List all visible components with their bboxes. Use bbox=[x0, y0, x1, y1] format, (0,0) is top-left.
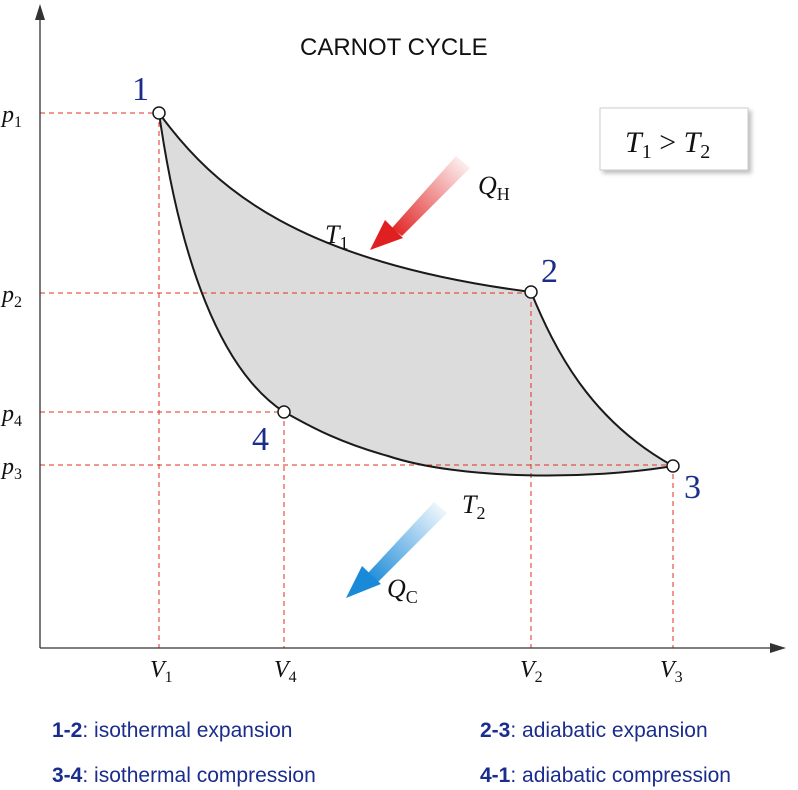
heat-in-arrow-icon bbox=[370, 156, 470, 250]
condition-left: T bbox=[625, 126, 644, 159]
cycle-area bbox=[159, 113, 673, 476]
state-markers bbox=[152, 106, 680, 473]
legend-item-2-3: 2-3: adiabatic expansion bbox=[480, 719, 708, 743]
point-label-3: 3 bbox=[684, 469, 701, 506]
legend-item-3-4: 3-4: isothermal compression bbox=[52, 764, 316, 788]
volume-label-v2: V2 bbox=[520, 657, 543, 686]
volume-label-v1: V1 bbox=[150, 657, 173, 686]
legend-item-1-2: 1-2: isothermal expansion bbox=[52, 719, 292, 743]
adiabatic-compression-curve bbox=[158, 112, 285, 413]
point-label-1: 1 bbox=[132, 71, 149, 108]
condition-operator: > bbox=[652, 126, 684, 159]
guide-lines bbox=[40, 112, 674, 648]
svg-text:T1 > T2: T1 > T2 bbox=[625, 126, 710, 163]
legend-code: 2-3 bbox=[480, 719, 511, 742]
cycle-curves bbox=[158, 112, 674, 477]
state-marker-4 bbox=[277, 405, 291, 419]
condition-right: T bbox=[684, 126, 703, 159]
isothermal-expansion-curve bbox=[158, 112, 532, 293]
heat-in-label: QH bbox=[478, 171, 510, 204]
heat-out-label: QC bbox=[387, 574, 418, 607]
temperature-label-cold: T2 bbox=[462, 490, 485, 523]
axes bbox=[35, 4, 786, 653]
pressure-label-p4: p4 bbox=[0, 401, 22, 430]
volume-label-v4: V4 bbox=[274, 657, 297, 686]
heat-out-arrow-icon bbox=[346, 502, 447, 598]
legend-code: 1-2 bbox=[52, 719, 83, 742]
adiabatic-expansion-curve bbox=[530, 291, 674, 467]
condition-right-sub: 2 bbox=[700, 141, 710, 163]
legend-text: : isothermal compression bbox=[82, 764, 316, 787]
legend-text: : adiabatic expansion bbox=[510, 719, 708, 742]
temperature-label-hot: T1 bbox=[325, 220, 348, 253]
legend-text: : adiabatic compression bbox=[510, 764, 731, 787]
condition-left-sub: 1 bbox=[642, 141, 652, 163]
point-label-2: 2 bbox=[541, 253, 558, 290]
condition-box: T1 > T2 bbox=[599, 107, 749, 171]
volume-label-v3: V3 bbox=[660, 657, 683, 686]
legend-text: : isothermal expansion bbox=[82, 719, 293, 742]
diagram-title: CARNOT CYCLE bbox=[300, 34, 488, 61]
isothermal-compression-curve bbox=[283, 411, 674, 477]
pressure-label-p1: p1 bbox=[0, 102, 22, 131]
legend-code: 4-1 bbox=[480, 764, 511, 787]
state-marker-3 bbox=[666, 459, 680, 473]
pressure-label-p3: p3 bbox=[0, 454, 22, 483]
state-marker-2 bbox=[524, 285, 538, 299]
legend-item-4-1: 4-1: adiabatic compression bbox=[480, 764, 731, 788]
legend-code: 3-4 bbox=[52, 764, 83, 787]
pressure-label-p2: p2 bbox=[0, 282, 22, 311]
point-label-4: 4 bbox=[252, 421, 269, 458]
state-marker-1 bbox=[152, 106, 166, 120]
